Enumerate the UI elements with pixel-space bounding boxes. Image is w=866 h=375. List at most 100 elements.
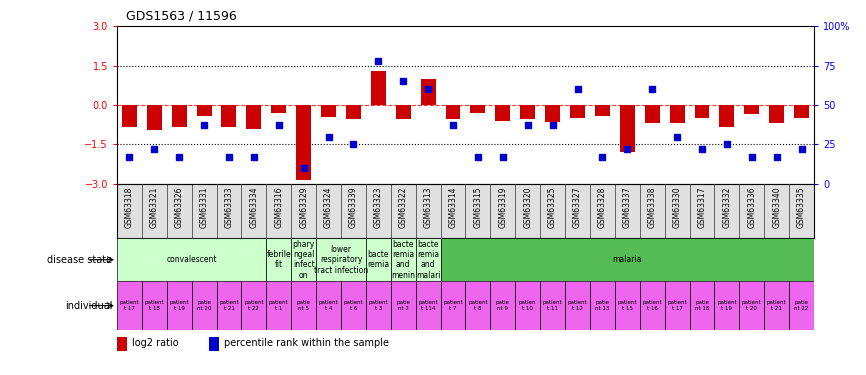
Bar — [615, 281, 640, 330]
Bar — [147, 105, 162, 130]
Text: GSM63318: GSM63318 — [125, 186, 134, 228]
Text: GSM63327: GSM63327 — [573, 186, 582, 228]
Bar — [242, 281, 267, 330]
Bar — [570, 105, 585, 118]
Text: GSM63328: GSM63328 — [598, 186, 607, 228]
Bar — [640, 281, 665, 330]
Text: GSM63337: GSM63337 — [623, 186, 632, 228]
Bar — [520, 105, 535, 119]
Bar — [117, 281, 142, 330]
Text: GSM63331: GSM63331 — [199, 186, 209, 228]
Bar — [171, 105, 187, 128]
Text: patient
t 20: patient t 20 — [742, 300, 761, 311]
Text: GSM63315: GSM63315 — [474, 186, 482, 228]
Bar — [316, 281, 341, 330]
Bar — [266, 281, 291, 330]
Text: patient
t 17: patient t 17 — [120, 300, 139, 311]
Text: GSM63340: GSM63340 — [772, 186, 781, 228]
Text: GSM63321: GSM63321 — [150, 186, 158, 228]
Bar — [371, 71, 385, 105]
Bar — [296, 105, 311, 180]
Text: GSM63329: GSM63329 — [299, 186, 308, 228]
Bar — [316, 238, 366, 281]
Bar — [222, 105, 236, 128]
Text: bacte
remia: bacte remia — [367, 250, 390, 269]
Text: patient
t 19: patient t 19 — [717, 300, 737, 311]
Bar — [669, 105, 684, 123]
Bar — [396, 105, 410, 119]
Bar — [291, 281, 316, 330]
Text: patient
t 7: patient t 7 — [443, 300, 462, 311]
Bar — [346, 105, 361, 119]
Bar — [695, 105, 709, 118]
Bar — [490, 281, 515, 330]
Text: patient
t 15: patient t 15 — [617, 300, 637, 311]
Text: patie
nt 9: patie nt 9 — [496, 300, 510, 311]
Text: GSM63333: GSM63333 — [224, 186, 234, 228]
Text: patient
t 8: patient t 8 — [469, 300, 488, 311]
Text: GDS1563 / 11596: GDS1563 / 11596 — [126, 9, 236, 22]
Bar — [644, 105, 660, 123]
Bar — [445, 105, 461, 119]
Bar — [794, 105, 809, 118]
Text: patie
nt 18: patie nt 18 — [695, 300, 709, 311]
Bar — [789, 281, 814, 330]
Text: patie
nt 22: patie nt 22 — [794, 300, 809, 311]
Bar — [740, 281, 764, 330]
Bar — [590, 281, 615, 330]
Bar — [142, 281, 166, 330]
Text: patien
t 10: patien t 10 — [519, 300, 536, 311]
Text: patient
t 11: patient t 11 — [543, 300, 562, 311]
Bar — [515, 281, 540, 330]
Bar — [620, 105, 635, 152]
Bar — [391, 281, 416, 330]
Bar — [720, 105, 734, 128]
Bar — [209, 337, 219, 351]
Bar — [441, 281, 466, 330]
Text: GSM63323: GSM63323 — [374, 186, 383, 228]
Text: GSM63325: GSM63325 — [548, 186, 557, 228]
Text: patient
t 16: patient t 16 — [643, 300, 662, 311]
Bar — [122, 105, 137, 128]
Text: GSM63313: GSM63313 — [423, 186, 433, 228]
Bar — [466, 281, 490, 330]
Bar — [416, 281, 441, 330]
Bar — [321, 105, 336, 117]
Bar — [166, 281, 191, 330]
Text: GSM63322: GSM63322 — [398, 186, 408, 228]
Bar — [191, 281, 216, 330]
Text: patient
t 6: patient t 6 — [344, 300, 363, 311]
Bar — [117, 238, 267, 281]
Bar — [565, 281, 590, 330]
Text: GSM63326: GSM63326 — [175, 186, 184, 228]
Bar — [247, 105, 262, 129]
Bar — [665, 281, 689, 330]
Bar — [714, 281, 740, 330]
Text: patient
t 21: patient t 21 — [219, 300, 239, 311]
Bar — [266, 238, 291, 281]
Text: disease state: disease state — [48, 255, 113, 265]
Text: patient
t 21: patient t 21 — [767, 300, 786, 311]
Text: GSM63316: GSM63316 — [275, 186, 283, 228]
Text: lower
respiratory
tract infection: lower respiratory tract infection — [313, 245, 368, 274]
Text: GSM63320: GSM63320 — [523, 186, 533, 228]
Bar — [546, 105, 560, 122]
Text: percentile rank within the sample: percentile rank within the sample — [223, 338, 389, 348]
Bar — [769, 105, 785, 123]
Text: log2 ratio: log2 ratio — [132, 338, 178, 348]
Bar — [391, 238, 416, 281]
Bar — [744, 105, 759, 114]
Bar — [441, 238, 814, 281]
Text: patie
nt 5: patie nt 5 — [297, 300, 311, 311]
Bar — [495, 105, 510, 121]
Text: GSM63319: GSM63319 — [498, 186, 507, 228]
Bar — [197, 105, 211, 116]
Bar — [689, 281, 714, 330]
Text: GSM63338: GSM63338 — [648, 186, 656, 228]
Text: patie
nt 13: patie nt 13 — [595, 300, 610, 311]
Text: GSM63314: GSM63314 — [449, 186, 457, 228]
Text: febrile
fit: febrile fit — [267, 250, 291, 269]
Text: GSM63339: GSM63339 — [349, 186, 358, 228]
Text: patie
nt 2: patie nt 2 — [397, 300, 410, 311]
Bar — [291, 238, 316, 281]
